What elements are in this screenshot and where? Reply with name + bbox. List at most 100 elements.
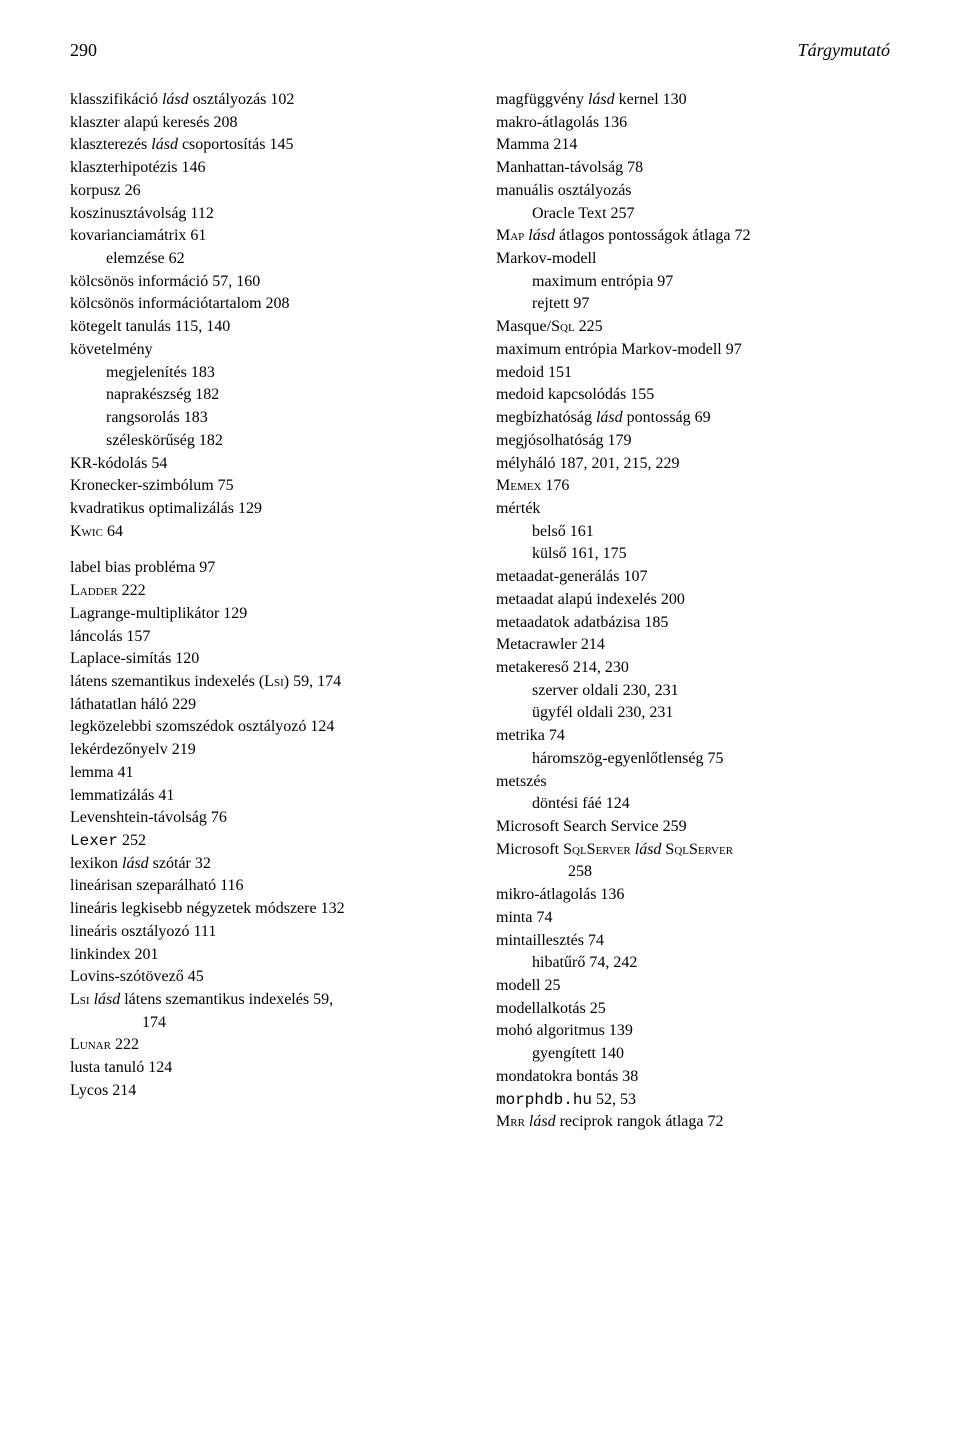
index-entry: modell 25	[496, 975, 890, 998]
index-text: mohó algoritmus 139	[496, 1022, 633, 1039]
index-text: kernel 130	[615, 91, 687, 108]
index-text: medoid kapcsolódás 155	[496, 386, 654, 403]
index-entry: Lagrange-multiplikátor 129	[70, 603, 464, 626]
page-title: Tárgymutató	[798, 40, 890, 61]
index-entry: Metacrawler 214	[496, 634, 890, 657]
index-text: Lycos 214	[70, 1082, 136, 1099]
index-entry: modellalkotás 25	[496, 998, 890, 1021]
index-text: Lagrange-multiplikátor 129	[70, 605, 247, 622]
index-entry: Ladder 222	[70, 580, 464, 603]
index-text: lineárisan szeparálható 116	[70, 877, 244, 894]
index-text: metaadat-generálás 107	[496, 568, 647, 585]
index-entry: legközelebbi szomszédok osztályozó 124	[70, 716, 464, 739]
index-text: megjósolhatóság 179	[496, 432, 632, 449]
index-entry: metszés	[496, 771, 890, 794]
index-text: maximum entrópia 97	[532, 273, 673, 290]
index-entry: kölcsönös információtartalom 208	[70, 293, 464, 316]
index-text: koszinusztávolság 112	[70, 205, 214, 222]
index-text: manuális osztályozás	[496, 182, 632, 199]
index-entry: belső 161	[496, 521, 890, 544]
index-text: metrika 74	[496, 727, 565, 744]
index-text: lemmatizálás 41	[70, 787, 174, 804]
index-text: klaszterezés	[70, 136, 151, 153]
index-text: metaadatok adatbázisa 185	[496, 614, 668, 631]
index-text: lásd	[588, 91, 615, 108]
index-entry: Levenshtein-távolság 76	[70, 807, 464, 830]
index-text: legközelebbi szomszédok osztályozó 124	[70, 718, 334, 735]
index-entry: Lycos 214	[70, 1080, 464, 1103]
index-text: Masque/	[496, 318, 551, 335]
index-entry: Kronecker-szimbólum 75	[70, 475, 464, 498]
index-text: 222	[111, 1036, 139, 1053]
index-text: belső 161	[532, 523, 594, 540]
index-entry: Microsoft SqlServer lásd SqlServer	[496, 839, 890, 862]
index-text: Oracle Text 257	[532, 205, 635, 222]
index-text: láncolás 157	[70, 628, 150, 645]
index-text: Kwic	[70, 523, 103, 540]
index-entry: mérték	[496, 498, 890, 521]
index-text: 52, 53	[592, 1091, 636, 1108]
index-entry: ügyfél oldali 230, 231	[496, 702, 890, 725]
index-text: mondatokra bontás 38	[496, 1068, 638, 1085]
index-text: hibatűrő 74, 242	[532, 954, 637, 971]
index-text: klaszterhipotézis 146	[70, 159, 206, 176]
index-text: makro-átlagolás 136	[496, 114, 627, 131]
index-text: Metacrawler 214	[496, 636, 605, 653]
index-text: Ladder	[70, 582, 118, 599]
index-entry: gyengített 140	[496, 1043, 890, 1066]
index-entry: Memex 176	[496, 475, 890, 498]
index-entry: követelmény	[70, 339, 464, 362]
index-text: kölcsönös információ 57, 160	[70, 273, 260, 290]
index-entry: döntési fáé 124	[496, 793, 890, 816]
index-text: kötegelt tanulás 115, 140	[70, 318, 230, 335]
index-text: 174	[142, 1014, 166, 1031]
index-text: Microsoft Search Service 259	[496, 818, 687, 835]
index-text: Levenshtein-távolság 76	[70, 809, 227, 826]
index-text: 225	[575, 318, 603, 335]
index-entry: morphdb.hu 52, 53	[496, 1089, 890, 1112]
index-text: csoportosítás 145	[178, 136, 294, 153]
index-text: SqlServer	[665, 841, 733, 858]
index-text: szótár 32	[149, 855, 211, 872]
index-text: maximum entrópia Markov-modell 97	[496, 341, 742, 358]
index-text: naprakészség 182	[106, 386, 219, 403]
index-entry: klaszterhipotézis 146	[70, 157, 464, 180]
index-entry: lineáris legkisebb négyzetek módszere 13…	[70, 898, 464, 921]
index-entry: klasszifikáció lásd osztályozás 102	[70, 89, 464, 112]
index-text: mikro-átlagolás 136	[496, 886, 624, 903]
index-text: kvadratikus optimalizálás 129	[70, 500, 262, 517]
index-text: 258	[568, 863, 592, 880]
index-entry: mélyháló 187, 201, 215, 229	[496, 453, 890, 476]
index-entry: mohó algoritmus 139	[496, 1020, 890, 1043]
index-entry: láncolás 157	[70, 626, 464, 649]
index-text: Mrr	[496, 1113, 525, 1130]
index-text: Map	[496, 227, 524, 244]
index-entry: kötegelt tanulás 115, 140	[70, 316, 464, 339]
index-text: láthatatlan háló 229	[70, 696, 196, 713]
index-text: KR-kódolás 54	[70, 455, 167, 472]
page-header: 290 Tárgymutató	[70, 40, 890, 61]
index-entry: maximum entrópia Markov-modell 97	[496, 339, 890, 362]
index-entry: külső 161, 175	[496, 543, 890, 566]
index-text: klasszifikáció	[70, 91, 162, 108]
index-entry: Lsi lásd látens szemantikus indexelés 59…	[70, 989, 464, 1012]
index-entry: 174	[70, 1012, 464, 1035]
index-entry: mondatokra bontás 38	[496, 1066, 890, 1089]
index-entry: lekérdezőnyelv 219	[70, 739, 464, 762]
index-text: átlagos pontosságok átlaga 72	[555, 227, 751, 244]
index-entry: széleskörűség 182	[70, 430, 464, 453]
index-text: Microsoft	[496, 841, 563, 858]
index-text: Markov-modell	[496, 250, 596, 267]
index-entry: mintaillesztés 74	[496, 930, 890, 953]
index-text: label bias probléma 97	[70, 559, 215, 576]
index-text: klaszter alapú keresés 208	[70, 114, 237, 131]
index-text: mélyháló 187, 201, 215, 229	[496, 455, 680, 472]
index-entry: szerver oldali 230, 231	[496, 680, 890, 703]
index-text: morphdb.hu	[496, 1091, 592, 1109]
index-text: Lovins-szótövező 45	[70, 968, 204, 985]
index-entry: label bias probléma 97	[70, 557, 464, 580]
index-text: megbízhatóság	[496, 409, 596, 426]
index-entry: makro-átlagolás 136	[496, 112, 890, 135]
index-text: látens szemantikus indexelés 59,	[120, 991, 333, 1008]
index-text: rejtett 97	[532, 295, 589, 312]
